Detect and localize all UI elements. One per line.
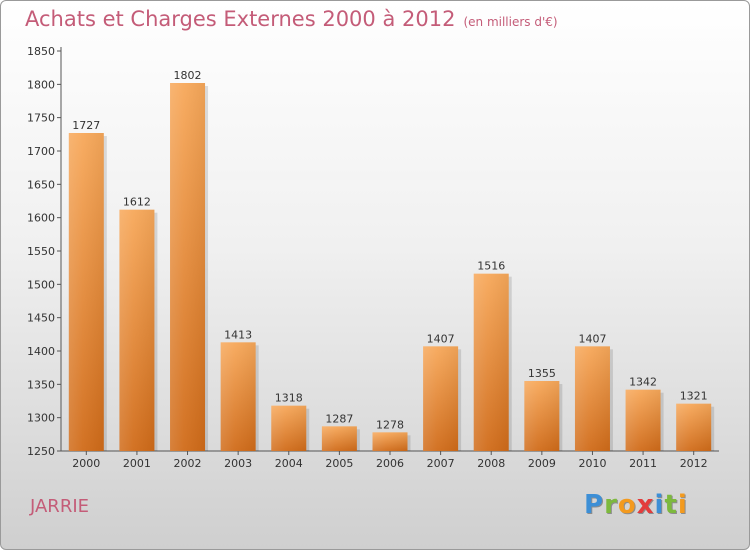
logo-letter: t xyxy=(664,490,678,520)
y-tick-label: 1650 xyxy=(27,178,55,191)
bar-value-label: 1287 xyxy=(325,412,353,425)
bar-value-label: 1342 xyxy=(629,376,657,389)
logo-letter: i xyxy=(654,490,665,520)
y-tick-label: 1750 xyxy=(27,112,55,125)
bar-sheen xyxy=(372,432,408,451)
x-tick-label: 2010 xyxy=(578,457,606,470)
logo-letter: P xyxy=(584,490,605,520)
bar-value-label: 1355 xyxy=(528,367,556,380)
x-tick-label: 2009 xyxy=(528,457,556,470)
data-labels: 1727 1612 1802 1413 1318 1287 1278 1407 1516 1355… xyxy=(72,69,707,431)
x-tick-label: 2000 xyxy=(72,457,100,470)
bar-sheen xyxy=(271,405,307,451)
bar-value-label: 1802 xyxy=(174,69,202,82)
bar-value-label: 1278 xyxy=(376,418,404,431)
logo-letter: i xyxy=(677,490,688,520)
y-tick-label: 1700 xyxy=(27,145,55,158)
y-tick-label: 1350 xyxy=(27,378,55,391)
y-tick-label: 1800 xyxy=(27,78,55,91)
chart-title: Achats et Charges Externes 2000 à 2012 (e… xyxy=(25,7,558,31)
bar-value-label: 1407 xyxy=(427,332,455,345)
chart-title-text: Achats et Charges Externes 2000 à 2012 xyxy=(25,7,456,31)
y-tick-label: 1600 xyxy=(27,212,55,225)
bar-sheen xyxy=(676,403,712,451)
logo-letter: r xyxy=(604,490,618,520)
bar-value-label: 1407 xyxy=(578,332,606,345)
x-tick-label: 2004 xyxy=(275,457,303,470)
bar-value-label: 1612 xyxy=(123,196,151,209)
bar-value-label: 1413 xyxy=(224,328,252,341)
bar-sheen xyxy=(524,381,560,451)
x-tick-label: 2008 xyxy=(477,457,505,470)
bar-sheen xyxy=(220,342,256,451)
y-tick-label: 1250 xyxy=(27,445,55,458)
x-tick-label: 2012 xyxy=(680,457,708,470)
bars xyxy=(68,83,715,451)
axes: 1250 1300 1350 1400 1450 1500 1550 1600 1650 1700… xyxy=(27,45,719,470)
bar-value-label: 1321 xyxy=(680,390,708,403)
x-tick-label: 2007 xyxy=(427,457,455,470)
bar-sheen xyxy=(423,346,459,451)
y-tick-label: 1850 xyxy=(27,45,55,58)
bar-value-label: 1516 xyxy=(477,260,505,273)
y-tick-label: 1450 xyxy=(27,312,55,325)
y-tick-label: 1500 xyxy=(27,278,55,291)
x-tick-label: 2005 xyxy=(325,457,353,470)
y-tick-label: 1400 xyxy=(27,345,55,358)
x-tick-label: 2001 xyxy=(123,457,151,470)
bar-sheen xyxy=(321,426,357,451)
bar-sheen xyxy=(170,83,206,451)
proxiti-logo: Proxiti xyxy=(584,490,688,520)
x-tick-label: 2006 xyxy=(376,457,404,470)
bar-value-label: 1318 xyxy=(275,392,303,405)
bar-sheen xyxy=(473,273,509,451)
logo-letter: x xyxy=(636,490,655,520)
bar-sheen xyxy=(68,133,104,451)
bar-sheen xyxy=(119,209,155,451)
bar-sheen xyxy=(625,389,661,451)
bar-sheen xyxy=(574,346,610,451)
x-tick-label: 2011 xyxy=(629,457,657,470)
y-tick-label: 1550 xyxy=(27,245,55,258)
chart-subtitle: (en milliers d'€) xyxy=(463,15,558,29)
logo-letter: o xyxy=(617,490,637,520)
y-tick-label: 1300 xyxy=(27,412,55,425)
commune-name: JARRIE xyxy=(30,496,90,517)
bar-value-label: 1727 xyxy=(72,119,100,132)
x-tick-label: 2003 xyxy=(224,457,252,470)
x-tick-label: 2002 xyxy=(174,457,202,470)
